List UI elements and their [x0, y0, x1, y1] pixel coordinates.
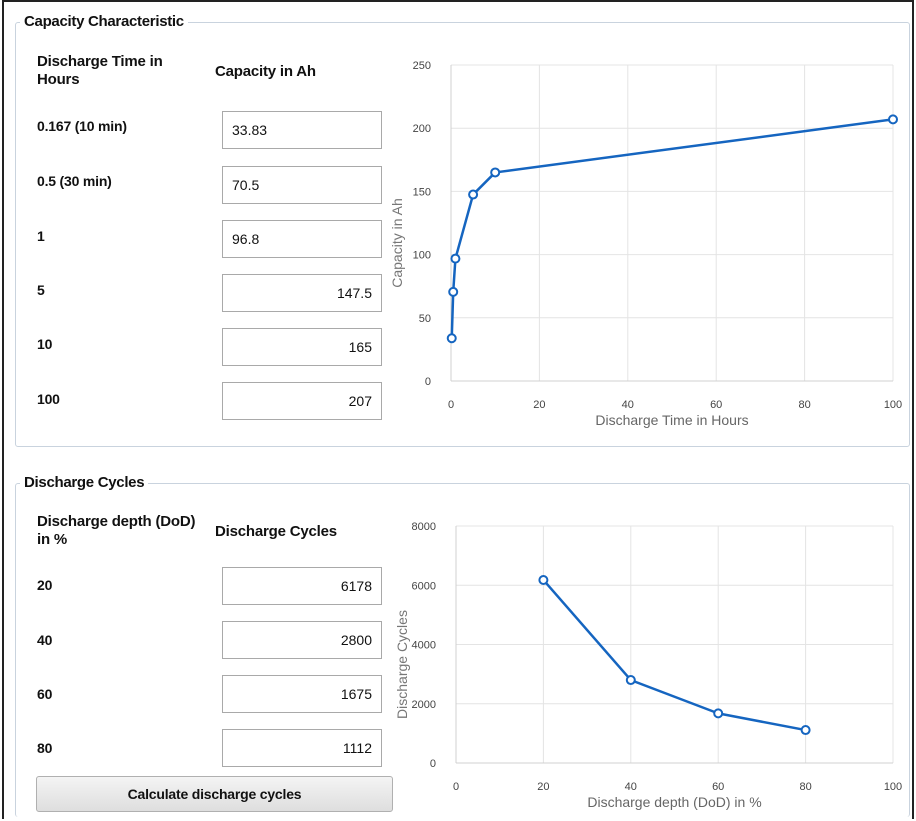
capacity-row-label: 1: [37, 228, 45, 244]
capacity-group-title: Capacity Characteristic: [20, 13, 188, 30]
calculate-discharge-cycles-button[interactable]: Calculate discharge cycles: [36, 776, 393, 812]
series-line: [542, 579, 806, 732]
capacity-input[interactable]: 96.8: [222, 220, 382, 258]
x-tick-label: 80: [799, 781, 811, 793]
x-tick-label: 80: [798, 399, 810, 411]
x-axis-label: Discharge depth (DoD) in %: [587, 794, 761, 810]
capacity-row-label: 10: [37, 336, 53, 352]
capacity-row-label: 0.167 (10 min): [37, 118, 127, 134]
cycles-group: [15, 483, 910, 817]
data-point: [448, 286, 459, 297]
data-point: [713, 708, 724, 719]
capacity-row-label: 100: [37, 391, 60, 407]
y-tick-label: 8000: [412, 521, 436, 533]
x-tick-label: 40: [622, 399, 634, 411]
x-tick-label: 40: [625, 781, 637, 793]
y-tick-label: 250: [413, 60, 431, 72]
cycles-row-label: 80: [37, 740, 53, 756]
cycles-row-label: 40: [37, 632, 53, 648]
data-point: [446, 333, 457, 344]
x-tick-label: 0: [453, 781, 459, 793]
cycles-output[interactable]: 6178: [222, 567, 382, 605]
y-tick-label: 150: [413, 186, 431, 198]
y-axis-label: Capacity in Ah: [390, 198, 405, 288]
cycles-output[interactable]: 1112: [222, 729, 382, 767]
capacity-row-label: 5: [37, 282, 45, 298]
data-point: [888, 114, 898, 125]
data-point: [538, 574, 549, 585]
capacity-input[interactable]: 70.5: [222, 166, 382, 204]
x-axis-label: Discharge Time in Hours: [595, 412, 748, 428]
y-tick-label: 200: [413, 123, 431, 135]
capacity-row-label: 0.5 (30 min): [37, 173, 112, 189]
x-tick-label: 0: [448, 399, 454, 411]
y-tick-label: 0: [430, 758, 436, 770]
cycles-group-title: Discharge Cycles: [20, 474, 149, 491]
capacity-input[interactable]: 33.83: [222, 111, 382, 149]
cycles-col-dod-header: Discharge depth (DoD) in %: [37, 513, 196, 548]
cycles-output[interactable]: 2800: [222, 621, 382, 659]
x-tick-label: 100: [884, 399, 902, 411]
x-tick-label: 20: [533, 399, 545, 411]
capacity-chart: 0 20 40 60 80 100 0 50 100 150 200 250 Discharge Tim…: [390, 60, 902, 428]
data-point: [625, 675, 636, 686]
capacity-col-discharge-time-header: Discharge Time in Hours: [37, 53, 163, 88]
cycles-row-label: 20: [37, 577, 53, 593]
capacity-input[interactable]: 207: [222, 382, 382, 420]
capacity-group: [15, 22, 910, 447]
x-tick-label: 60: [712, 781, 724, 793]
data-point: [490, 167, 501, 178]
data-point: [800, 725, 811, 736]
capacity-col-capacity-header: Capacity in Ah: [215, 63, 316, 80]
cycles-output[interactable]: 1675: [222, 675, 382, 713]
y-tick-label: 6000: [412, 580, 436, 592]
x-tick-label: 60: [710, 399, 722, 411]
cycles-chart: 0 20 40 60 80 100 0 2000 4000 6000 8000 Discharge d…: [394, 521, 902, 810]
cycles-col-cycles-header: Discharge Cycles: [215, 523, 337, 540]
cycles-row-label: 60: [37, 686, 53, 702]
x-tick-label: 20: [537, 781, 549, 793]
x-tick-label: 100: [884, 781, 902, 793]
data-point: [468, 189, 479, 200]
y-tick-label: 50: [419, 313, 431, 325]
capacity-input[interactable]: 165: [222, 328, 382, 366]
series-line: [450, 118, 894, 339]
capacity-input[interactable]: 147.5: [222, 274, 382, 312]
y-tick-label: 4000: [412, 640, 436, 652]
data-point: [450, 253, 461, 264]
y-tick-label: 100: [413, 250, 431, 262]
y-axis-label: Discharge Cycles: [394, 610, 410, 719]
y-tick-label: 2000: [412, 699, 436, 711]
y-tick-label: 0: [425, 376, 431, 388]
